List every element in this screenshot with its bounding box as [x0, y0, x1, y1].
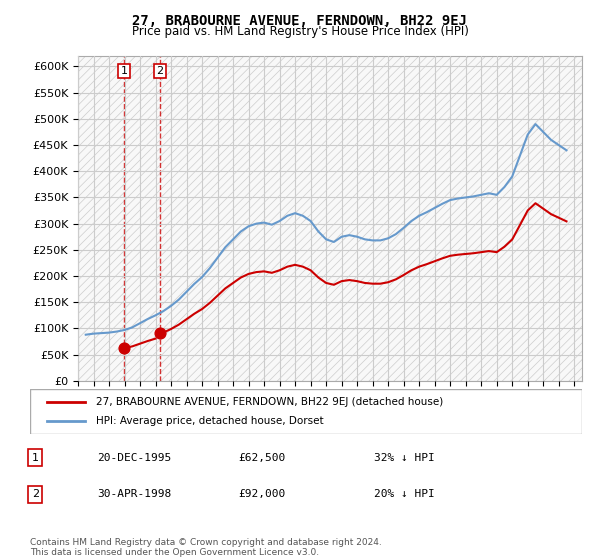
Text: 30-APR-1998: 30-APR-1998 [97, 489, 172, 499]
Text: HPI: Average price, detached house, Dorset: HPI: Average price, detached house, Dors… [96, 417, 324, 427]
Text: 1: 1 [32, 453, 39, 463]
Text: 2: 2 [32, 489, 39, 499]
FancyBboxPatch shape [78, 56, 582, 381]
Point [155, 328, 165, 337]
Text: 20% ↓ HPI: 20% ↓ HPI [374, 489, 434, 499]
Text: 32% ↓ HPI: 32% ↓ HPI [374, 453, 434, 463]
Text: 1: 1 [121, 66, 127, 76]
Text: 27, BRABOURNE AVENUE, FERNDOWN, BH22 9EJ: 27, BRABOURNE AVENUE, FERNDOWN, BH22 9EJ [133, 14, 467, 28]
Text: 20-DEC-1995: 20-DEC-1995 [97, 453, 172, 463]
Point [119, 344, 128, 353]
Text: Contains HM Land Registry data © Crown copyright and database right 2024.
This d: Contains HM Land Registry data © Crown c… [30, 538, 382, 557]
Text: Price paid vs. HM Land Registry's House Price Index (HPI): Price paid vs. HM Land Registry's House … [131, 25, 469, 38]
FancyBboxPatch shape [30, 389, 582, 434]
Text: £62,500: £62,500 [238, 453, 286, 463]
Text: 2: 2 [157, 66, 164, 76]
Text: 27, BRABOURNE AVENUE, FERNDOWN, BH22 9EJ (detached house): 27, BRABOURNE AVENUE, FERNDOWN, BH22 9EJ… [96, 396, 443, 407]
Text: £92,000: £92,000 [238, 489, 286, 499]
